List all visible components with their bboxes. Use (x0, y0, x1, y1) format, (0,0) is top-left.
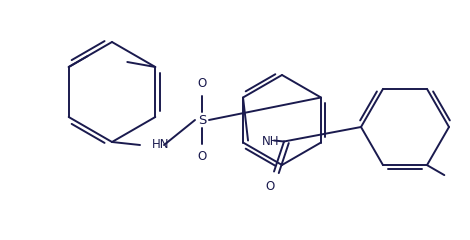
Text: HN: HN (152, 138, 170, 150)
Text: NH: NH (262, 135, 280, 148)
Text: O: O (197, 77, 207, 90)
Text: O: O (266, 180, 274, 192)
Text: O: O (197, 150, 207, 163)
Text: S: S (198, 114, 206, 126)
